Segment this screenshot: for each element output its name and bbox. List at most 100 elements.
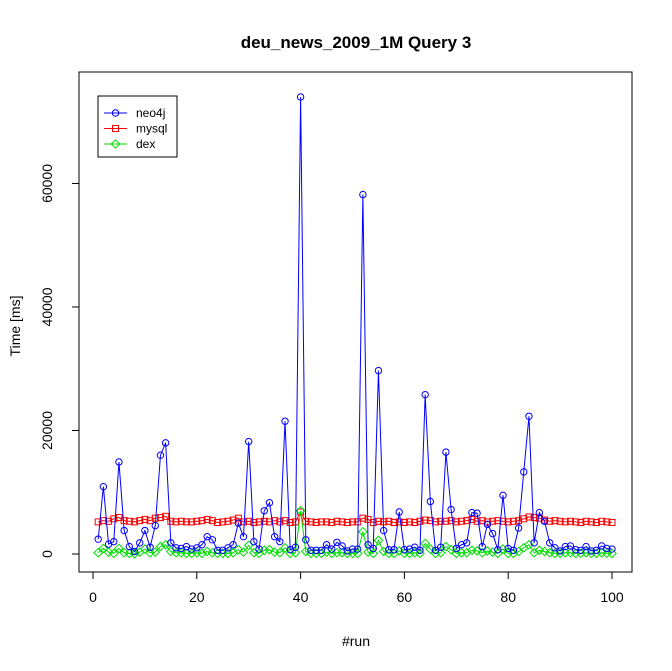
data-point-dex [461, 547, 472, 558]
data-point-mysql [411, 519, 419, 527]
data-point-neo4j [265, 499, 274, 507]
data-point-mysql [240, 518, 248, 526]
data-point-mysql [182, 518, 190, 526]
data-point-neo4j [364, 541, 372, 549]
data-point-neo4j [151, 521, 159, 530]
data-point-neo4j [566, 542, 575, 550]
data-point-mysql [395, 518, 403, 526]
data-point-dex [420, 538, 431, 549]
data-point-dex [477, 547, 488, 558]
data-point-mysql [229, 516, 237, 524]
data-point-mysql [198, 517, 206, 525]
data-point-dex [280, 542, 290, 553]
data-point-mysql [349, 518, 356, 526]
data-point-mysql [473, 517, 481, 525]
data-point-mysql [447, 517, 455, 525]
data-point-mysql [478, 517, 486, 525]
data-point-neo4j [136, 539, 144, 547]
data-point-neo4j [514, 524, 523, 532]
data-point-neo4j [468, 508, 476, 517]
data-point-mysql [421, 516, 429, 524]
data-point-mysql [328, 519, 336, 527]
data-point-dex [150, 547, 161, 558]
data-point-mysql [312, 519, 320, 527]
data-point-neo4j [291, 543, 300, 551]
data-point-dex [352, 548, 363, 559]
data-point-dex [300, 546, 311, 557]
data-point-dex [451, 548, 462, 559]
data-point-neo4j [172, 544, 180, 552]
data-point-dex [197, 548, 207, 559]
data-point-neo4j [385, 545, 393, 554]
y-axis: 0 20000 40000 60000 [39, 164, 80, 558]
data-point-neo4j [457, 541, 466, 549]
data-point-mysql [214, 519, 222, 527]
data-point-neo4j [509, 546, 518, 554]
data-point-neo4j [359, 190, 367, 199]
data-point-neo4j [473, 509, 481, 517]
data-point-mysql [359, 514, 367, 522]
data-point-neo4j [395, 508, 403, 516]
data-point-neo4j [146, 543, 154, 551]
legend-item-mysql: mysql [104, 122, 167, 136]
data-point-dex [539, 546, 550, 557]
data-point-neo4j [603, 544, 611, 553]
legend-marker-dex [110, 139, 121, 149]
data-point-dex [378, 546, 389, 557]
data-point-neo4j [540, 517, 549, 525]
data-point-mysql [468, 515, 476, 523]
data-point-mysql [255, 518, 263, 526]
data-point-mysql [141, 515, 149, 523]
data-point-mysql [374, 517, 382, 525]
x-tick-label: 100 [600, 589, 624, 605]
data-point-neo4j [400, 545, 409, 554]
data-point-neo4j [141, 526, 149, 535]
data-point-neo4j [125, 542, 134, 551]
data-point-neo4j [302, 536, 310, 544]
data-point-dex [145, 547, 155, 558]
data-point-neo4j [260, 507, 268, 515]
data-point-mysql [566, 517, 574, 525]
data-point-neo4j [488, 529, 497, 538]
data-point-neo4j [437, 543, 445, 551]
data-point-mysql [156, 514, 164, 522]
data-point-mysql [577, 519, 585, 527]
data-point-mysql [551, 517, 559, 525]
data-point-dex [202, 546, 213, 557]
legend-marker-mysql [112, 125, 119, 132]
data-point-neo4j [276, 537, 284, 546]
data-point-mysql [338, 518, 346, 526]
data-point-neo4j [530, 539, 538, 547]
data-point-mysql [307, 518, 315, 526]
data-point-neo4j [462, 539, 471, 547]
series-mysql [94, 508, 616, 527]
data-point-neo4j [587, 547, 595, 555]
data-point-neo4j [255, 545, 263, 553]
series-neo4j [94, 93, 616, 556]
series-line-neo4j [97, 96, 613, 553]
data-point-neo4j [322, 541, 331, 549]
data-point-neo4j [494, 545, 502, 554]
data-point-mysql [608, 519, 616, 527]
data-point-mysql [271, 517, 279, 525]
data-point-dex [114, 543, 124, 554]
x-tick-label: 80 [500, 589, 516, 605]
data-point-neo4j [447, 505, 455, 514]
data-point-dex [98, 543, 109, 554]
data-point-mysql [208, 517, 216, 525]
data-point-dex [103, 547, 114, 558]
data-point-mysql [556, 517, 564, 525]
data-point-mysql [110, 515, 118, 523]
legend-label-dex: dex [136, 137, 155, 151]
data-point-neo4j [452, 544, 460, 553]
data-point-neo4j [504, 544, 512, 553]
data-point-mysql [333, 517, 341, 525]
x-tick-label: 0 [89, 589, 97, 605]
data-point-neo4j [167, 539, 175, 547]
data-point-dex [534, 545, 545, 556]
data-point-dex [93, 547, 104, 558]
data-point-neo4j [582, 542, 590, 551]
data-point-mysql [323, 518, 331, 526]
data-point-neo4j [525, 412, 533, 420]
data-point-neo4j [571, 545, 580, 554]
